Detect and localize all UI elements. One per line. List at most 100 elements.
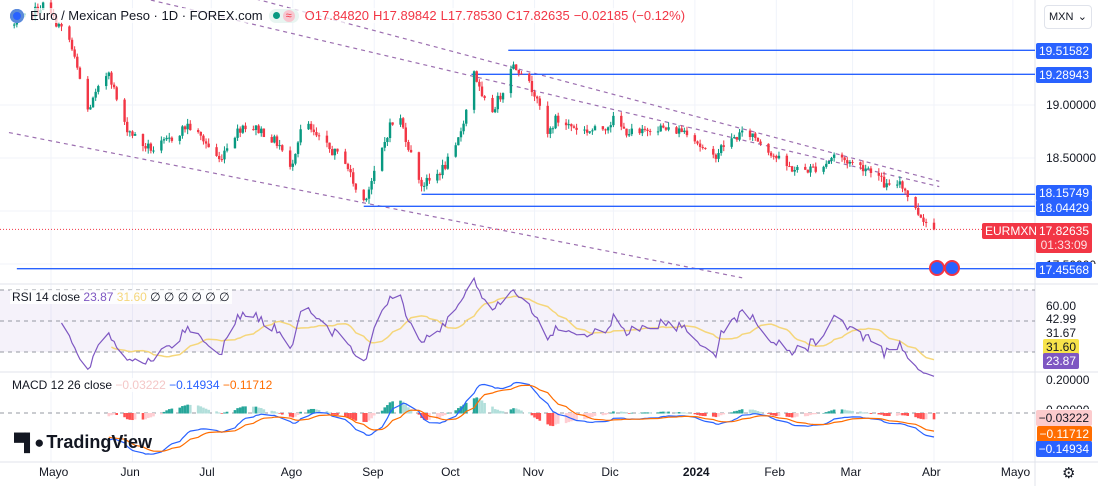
macd-histogram-bar [514,408,518,414]
macd-histogram-bar [751,409,754,414]
macd-histogram-bar [133,413,137,420]
macd-histogram-bar [861,412,865,414]
candle-body [149,143,153,151]
macd-histogram-bar [401,401,405,414]
macd-histogram-bar [714,413,718,418]
candle-body [407,141,410,150]
macd-histogram-bar [336,413,339,416]
candle-body [344,151,347,164]
macd-histogram-bar [165,410,168,414]
candle-body [383,142,386,148]
rsi-ma-label: 31.60 [1043,339,1080,355]
macd-histogram-bar [735,410,739,414]
macd-histogram-bar [404,404,408,414]
macd-histogram-bar [362,413,366,422]
macd-histogram-bar [399,400,402,414]
candle-body [693,135,697,142]
macd-histogram-bar [499,410,502,414]
macd-histogram-bar [859,411,862,414]
rsi-legend[interactable]: RSI 14 close 23.87 31.60 ∅ ∅ ∅ ∅ ∅ ∅ [10,290,232,304]
macd-histogram-bar [627,413,631,414]
candle-body [291,163,294,167]
candle-body [60,23,63,27]
macd-histogram-bar [125,413,129,420]
candle-body [57,23,61,27]
candle-body [420,179,423,187]
candle-body [754,133,757,138]
candle-body [309,123,313,130]
macd-histogram-bar [619,411,623,414]
candle-body [220,159,224,161]
candle-body [509,68,513,94]
macd-histogram-bar [612,411,615,414]
macd-histogram-bar [241,406,245,414]
candle-body [796,166,799,171]
candle-body [593,126,597,131]
macd-histogram-bar [207,409,210,414]
candle-body [49,2,53,14]
macd-histogram-bar [585,413,589,419]
market-status[interactable]: ≈ [268,8,299,23]
candle-body [189,123,192,131]
settings-gear-icon[interactable]: ⚙ [1062,465,1076,482]
candle-body [685,130,689,136]
symbol-title[interactable]: Euro / Mexican Peso · 1D · FOREX.com [30,8,263,23]
macd-histogram-bar [275,412,279,414]
candle-body [215,147,218,156]
candle-body [126,121,129,133]
macd-histogram-bar [167,409,171,414]
rsi-tick: 31.67 [1046,326,1077,340]
macd-histogram-bar [438,413,442,418]
macd-histogram-bar [570,413,573,422]
candle-body [328,142,331,150]
price-tick: 17.50000 [1046,258,1096,264]
macd-histogram-bar [604,413,607,415]
macd-histogram-bar [601,413,605,416]
chevron-down-icon: ⌄ [1077,11,1087,23]
macd-line-label: −0.14934 [1035,441,1092,457]
candle-body [128,131,132,133]
macd-histogram-bar [730,412,733,414]
candle-body [667,127,670,130]
macd-histogram-bar [785,413,789,417]
macd-histogram-bar [278,413,281,414]
macd-histogram-bar [622,411,626,414]
candle-body [638,128,641,134]
macd-histogram-bar [719,413,723,416]
macd-legend[interactable]: MACD 12 26 close −0.03222 −0.14934 −0.11… [10,378,275,392]
macd-histogram-bar [898,413,902,416]
macd-histogram-bar [372,413,376,416]
time-tick: 2024 [682,465,710,479]
candle-body [404,127,407,142]
macd-histogram-bar [535,413,539,420]
macd-title: MACD 12 26 close [12,378,113,392]
macd-histogram-bar [546,413,549,425]
candle-body [362,189,365,201]
macd-histogram-bar [683,412,686,414]
candle-body [76,56,79,68]
macd-histogram-bar [123,413,126,418]
candle-body [832,154,836,158]
currency-dropdown[interactable]: MXN ⌄ [1044,5,1092,29]
candle-body [735,137,739,140]
macd-histogram-bar [591,413,594,418]
low-value: L17.78530 [440,8,503,23]
currency-label: MXN [1049,11,1074,23]
tradingview-logo[interactable]: ▀▌● TradingView [14,432,152,453]
macd-histogram-bar [696,413,699,415]
candle-body [903,188,907,191]
candle-body [475,71,478,82]
macd-histogram-bar [238,407,242,414]
macd-histogram-bar [478,398,481,414]
candle-body [535,96,539,99]
macd-histogram-bar [391,401,394,414]
candle-body [840,154,844,158]
candle-body [683,130,686,133]
candle-body [898,181,902,185]
candle-body [714,154,718,159]
candle-body [843,157,846,161]
candle-body [846,160,849,164]
candle-body [446,156,450,169]
macd-histogram-bar [796,413,799,417]
